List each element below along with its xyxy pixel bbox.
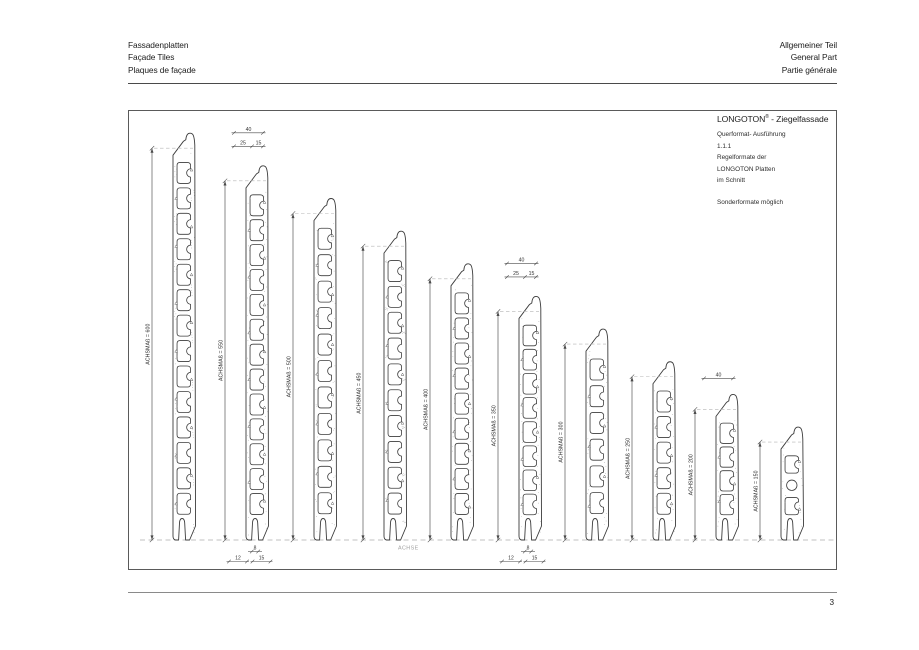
dimension-450: ACHSMAß = 450 [357, 243, 404, 543]
dimension-600: ACHSMAß = 600 [146, 145, 193, 543]
svg-text:15: 15 [532, 555, 538, 561]
title-block-line-4: LONGOTON Platten [717, 165, 776, 173]
svg-text:ACHSMAß = 150: ACHSMAß = 150 [754, 470, 760, 511]
header-right: Allgemeiner Teil General Part Partie gén… [128, 39, 837, 76]
svg-text:ACHSMAß = 300: ACHSMAß = 300 [559, 421, 565, 462]
panel-400 [450, 263, 474, 541]
dimension-400: ACHSMAß = 400 [424, 276, 471, 543]
dimension-550: ACHSMAß = 550 [219, 178, 266, 543]
panel-300 [585, 328, 609, 541]
top-dimension: 40 25 15 [231, 127, 266, 149]
svg-text:25: 25 [240, 140, 246, 146]
svg-text:ACHSMAß = 500: ACHSMAß = 500 [287, 356, 293, 397]
header-right-line-1: Allgemeiner Teil [779, 40, 837, 50]
svg-text:ACHSE: ACHSE [398, 546, 419, 552]
svg-text:ACHSMAß = 200: ACHSMAß = 200 [689, 454, 695, 495]
svg-text:15: 15 [529, 271, 535, 277]
dimension-300: ACHSMAß = 300 [559, 341, 606, 543]
panel-150 [780, 426, 804, 541]
svg-text:12: 12 [508, 555, 514, 561]
header-left-line-3: Plaques de façade [128, 64, 196, 75]
registered-trademark: ® [765, 114, 769, 121]
dimension-250: ACHSMAß = 250 [626, 374, 673, 543]
dimension-500: ACHSMAß = 500 [287, 211, 334, 543]
drawing-title-suffix: - Ziegelfassade [771, 114, 829, 124]
svg-text:8: 8 [527, 545, 530, 551]
panel-450 [383, 230, 407, 541]
title-block-note: Sonderformate möglich [717, 198, 784, 206]
circle-cell [786, 479, 798, 491]
svg-text:ACHSMAß = 400: ACHSMAß = 400 [424, 389, 430, 430]
dimension-350: ACHSMAß = 350 [492, 309, 539, 543]
footer-rule [128, 592, 837, 593]
header-right-line-2: General Part [790, 52, 837, 63]
svg-text:ACHSMAß = 600: ACHSMAß = 600 [146, 323, 152, 364]
panel-500 [313, 198, 337, 541]
product-name: LONGOTON [717, 114, 766, 124]
svg-text:8: 8 [254, 545, 257, 551]
title-block-lines: Querformat- Ausführung 1.1.1 Regelformat… [717, 129, 835, 187]
panel-350 [518, 296, 542, 541]
drawing-title: LONGOTON® - Ziegelfassade [717, 114, 835, 124]
svg-text:ACHSMAß = 350: ACHSMAß = 350 [492, 405, 498, 446]
title-block-line-1: Querformat- Ausführung [717, 131, 786, 138]
panel-600 [172, 132, 196, 541]
title-block-line-5: im Schnitt [717, 177, 746, 185]
svg-text:ACHSMAß = 450: ACHSMAß = 450 [357, 372, 363, 413]
svg-text:ACHSMAß = 250: ACHSMAß = 250 [626, 438, 632, 479]
bottom-dimension: 8 12 15 [226, 545, 273, 564]
header-left-line-1: Fassadenplatten [128, 40, 189, 50]
page-number: 3 [829, 598, 834, 607]
top-dimension: 40 [701, 372, 736, 381]
header-rule [128, 83, 837, 84]
title-block: LONGOTON® - Ziegelfassade Querformat- Au… [717, 114, 835, 206]
panel-550 [245, 165, 269, 541]
header-right-line-3: Partie générale [781, 64, 837, 75]
panel-250 [652, 361, 676, 541]
svg-text:25: 25 [513, 271, 519, 277]
svg-text:40: 40 [246, 127, 252, 133]
svg-text:12: 12 [235, 555, 241, 561]
bottom-dimension: 8 12 15 [499, 545, 546, 564]
header-left: Fassadenplatten Façade Tiles Plaques de … [128, 39, 196, 76]
header-left-line-2: Façade Tiles [128, 52, 175, 63]
title-block-line-2: 1.1.1 [717, 142, 732, 150]
svg-text:15: 15 [256, 140, 262, 146]
title-block-line-3: Regelformate der [717, 154, 767, 162]
svg-text:15: 15 [259, 555, 265, 561]
svg-text:40: 40 [716, 372, 722, 378]
svg-text:ACHSMAß = 550: ACHSMAß = 550 [219, 340, 225, 381]
svg-text:40: 40 [519, 257, 525, 263]
top-dimension: 40 25 15 [504, 257, 539, 279]
panel-200 [715, 393, 739, 541]
dimension-200: ACHSMAß = 200 [689, 407, 736, 543]
dimension-150: ACHSMAß = 150 [754, 439, 801, 543]
